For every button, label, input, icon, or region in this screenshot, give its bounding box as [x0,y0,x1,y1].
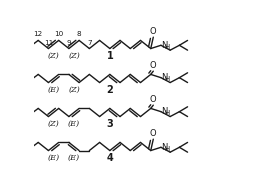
Text: N: N [162,41,168,50]
Text: 9: 9 [67,40,71,46]
Text: (E): (E) [48,153,60,161]
Text: (Z): (Z) [48,51,59,59]
Text: (Z): (Z) [68,51,80,59]
Text: 2: 2 [106,85,113,95]
Text: (Z): (Z) [68,85,80,93]
Text: H: H [164,76,170,82]
Text: 3: 3 [106,119,113,129]
Text: 10: 10 [54,31,63,37]
Text: (E): (E) [68,119,80,127]
Text: 11: 11 [44,40,53,46]
Text: O: O [150,129,156,138]
Text: 1: 1 [106,51,113,61]
Text: (E): (E) [48,85,60,93]
Text: (Z): (Z) [48,119,59,127]
Text: N: N [162,107,168,116]
Text: 7: 7 [87,40,92,46]
Text: H: H [164,146,170,152]
Text: N: N [162,143,168,152]
Text: 12: 12 [34,31,43,37]
Text: 4: 4 [106,153,113,163]
Text: O: O [150,95,156,104]
Text: (E): (E) [68,153,80,161]
Text: 8: 8 [77,31,81,37]
Text: H: H [164,44,170,50]
Text: O: O [150,27,156,36]
Text: O: O [150,61,156,70]
Text: H: H [164,110,170,116]
Text: N: N [162,73,168,82]
